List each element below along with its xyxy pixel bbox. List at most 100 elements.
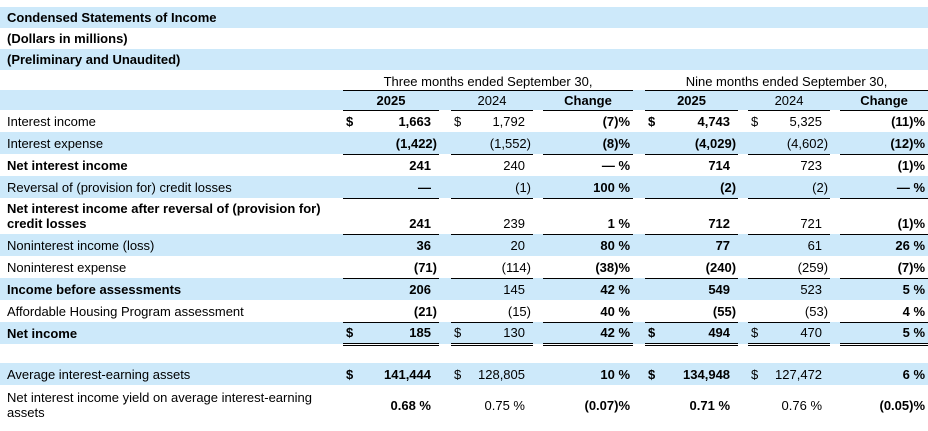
table-row: Net income $185 $130 42 % $494 $470 5 %	[0, 322, 928, 346]
change-cell: (12)%	[840, 132, 928, 155]
spacer-row	[0, 344, 928, 363]
column-spacer	[830, 90, 841, 110]
cell-value: (259)	[797, 259, 829, 275]
value-cell: 239	[451, 198, 533, 235]
value-cell: $1,792	[451, 110, 533, 132]
value-cell: 240	[451, 154, 533, 176]
column-spacer	[439, 90, 451, 110]
change-cell: (0.07)%	[543, 385, 633, 425]
column-spacer	[439, 385, 451, 425]
table-row: Affordable Housing Program assessment (21…	[0, 300, 928, 323]
value-cell: (55)	[645, 300, 739, 323]
column-spacer	[738, 176, 749, 198]
column-spacer	[738, 198, 748, 234]
value-cell: (2)	[748, 176, 831, 199]
value-cell: 241	[343, 154, 439, 176]
cell-value: 712	[708, 215, 731, 231]
cell-value: (0.07)%	[584, 397, 631, 413]
value-cell: 0.75 %	[451, 385, 533, 425]
column-spacer	[439, 322, 451, 344]
column-spacer	[830, 322, 841, 344]
column-spacer	[738, 90, 749, 110]
cell-value: 494	[708, 324, 731, 340]
table-row: Interest income $1,663 $1,792 (7)% $4,743 $5,…	[0, 110, 928, 132]
cell-value: 549	[708, 282, 731, 297]
column-spacer	[830, 385, 840, 425]
row-label: Affordable Housing Program assessment	[7, 303, 244, 319]
column-spacer	[633, 154, 645, 176]
column-spacer	[830, 198, 840, 234]
value-cell: (1)	[451, 176, 533, 199]
column-spacer	[533, 385, 543, 425]
change-cell: 10 %	[543, 363, 634, 385]
column-spacer	[439, 234, 451, 256]
value-cell: (259)	[748, 256, 831, 279]
cell-value: (0.05)%	[879, 397, 926, 413]
dollar-sign: $	[648, 367, 656, 382]
cell-value: 134,948	[683, 367, 731, 382]
dollar-sign: $	[648, 114, 656, 129]
column-spacer	[633, 300, 645, 322]
value-cell: (1,552)	[451, 132, 533, 155]
value-cell: 0.71 %	[645, 385, 738, 425]
column-spacer	[633, 198, 645, 234]
column-spacer	[830, 256, 840, 278]
cell-value: 0.75 %	[484, 397, 525, 413]
cell-value: 127,472	[775, 367, 823, 382]
change-cell: (7)%	[840, 256, 928, 279]
cell-value: 10 %	[600, 367, 631, 382]
value-cell: $5,325	[748, 110, 830, 132]
cell-value: — %	[896, 179, 926, 195]
cell-value: — %	[601, 158, 631, 173]
cell-value: (4,602)	[786, 135, 829, 151]
dollar-sign: $	[454, 367, 462, 382]
value-cell: 0.76 %	[748, 385, 830, 425]
cell-value: 1 %	[607, 215, 631, 231]
value-cell: (21)	[343, 300, 439, 323]
value-cell: $128,805	[451, 363, 533, 385]
column-spacer	[533, 154, 543, 176]
value-cell: (4,602)	[748, 132, 831, 155]
value-cell: 20	[451, 234, 533, 256]
col-header-3mo-change: Change	[543, 90, 634, 111]
row-label: Interest expense	[0, 132, 343, 154]
cell-value: (55)	[712, 303, 737, 319]
column-spacer	[738, 234, 749, 256]
change-cell: 80 %	[543, 234, 634, 256]
cell-value: 4,743	[697, 114, 731, 129]
dollar-sign: $	[751, 324, 759, 340]
cell-value: (11)%	[891, 114, 926, 129]
column-spacer	[738, 154, 748, 176]
col-header-3mo-2024: 2024	[451, 90, 533, 111]
table-row: Noninterest income (loss) 36 20 80 % 77 61 26 …	[0, 234, 928, 256]
column-spacer	[738, 256, 748, 278]
column-spacer	[738, 132, 749, 154]
column-spacer	[633, 234, 646, 256]
cell-value: (38)%	[595, 259, 631, 275]
change-cell: (38)%	[543, 256, 634, 279]
column-spacer	[830, 234, 841, 256]
column-spacer	[830, 132, 841, 154]
cell-value: 1,792	[492, 114, 525, 129]
cell-value: 77	[715, 238, 731, 253]
cell-value: (114)	[501, 259, 531, 275]
value-cell: (4,029)	[645, 132, 739, 155]
change-cell: (1)%	[840, 154, 928, 176]
cell-value: 100 %	[593, 179, 631, 195]
cell-value: (53)	[804, 303, 829, 319]
column-spacer	[633, 363, 646, 385]
row-label: Noninterest income (loss)	[0, 234, 343, 256]
cell-value: (4,029)	[694, 135, 737, 151]
column-spacer	[533, 90, 543, 110]
value-cell: $134,948	[645, 363, 739, 385]
cell-value: (240)	[705, 259, 737, 275]
column-spacer	[533, 322, 543, 344]
income-statement-table: Three months ended September 30, Nine mo…	[0, 70, 928, 425]
change-cell: 1 %	[543, 198, 634, 235]
row-label: Average interest-earning assets	[0, 363, 343, 385]
column-spacer	[633, 110, 645, 132]
cell-value: (15)	[507, 303, 531, 319]
column-spacer	[633, 90, 646, 110]
income-table-body: Interest income $1,663 $1,792 (7)% $4,743 $5,…	[0, 110, 928, 425]
table-row: Net interest income 241 240 — % 714 723 (1)%	[0, 154, 928, 176]
